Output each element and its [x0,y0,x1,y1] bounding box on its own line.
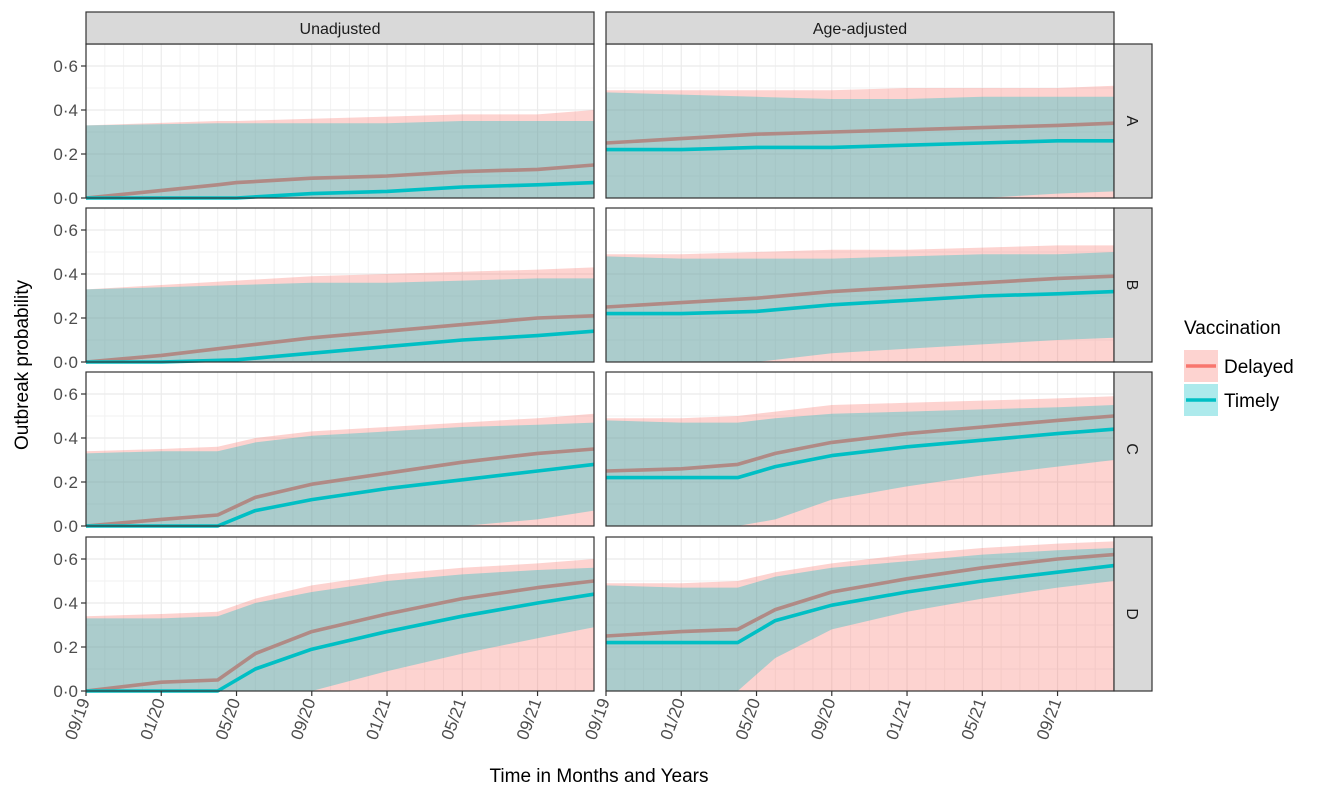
x-tick-label: 01/21 [882,696,914,742]
y-tick-label: 0·6 [53,385,78,404]
strip-age-adjusted [605,11,1115,45]
y-tick-label: 0·0 [53,353,78,372]
panel-unadjusted-c [85,371,595,528]
ribbon-timely [86,422,594,526]
x-tick-label: 05/20 [212,696,244,742]
x-axis-title: Time in Months and Years [490,766,709,786]
ribbon-timely [606,548,1114,691]
y-tick-label: 0·4 [53,265,78,284]
panel-background [86,537,594,691]
line-timely [606,289,1115,316]
panel-background [86,44,594,198]
ribbon-timely [606,405,1114,526]
line-timely [606,563,1115,645]
panel-border [85,207,595,363]
legend: Vaccination Delayed Timely [1184,318,1294,416]
panel-unadjusted-d [85,536,595,693]
line-delayed [85,579,595,693]
y-tick-label: 0·2 [53,638,78,657]
strip-row-d [1113,536,1153,692]
line-delayed [85,314,595,364]
x-tick-label: 05/20 [732,696,764,742]
y-tick-label: 0·2 [53,473,78,492]
ribbon-delayed [606,396,1114,526]
x-tick-label: 09/19 [61,696,93,742]
y-tick-label: 0·6 [53,57,78,76]
y-tick-label: 0·4 [53,594,78,613]
x-tick-label: 09/21 [1033,696,1065,742]
strip-label-row-b: B [1123,280,1140,291]
y-axis-title: Outbreak probability [12,279,33,450]
legend-label: Delayed [1224,357,1294,378]
x-tick-label: 01/20 [137,696,169,742]
legend-item-delayed: Delayed [1184,350,1294,382]
panel-unadjusted-a [85,43,595,200]
strip-unadjusted [85,11,595,45]
y-tick-label: 0·4 [53,429,78,448]
line-delayed [85,163,595,200]
x-tick-label: 09/21 [513,696,545,742]
panel-background [606,44,1114,198]
strip-row-a [1113,43,1153,199]
legend-title: Vaccination [1184,318,1281,339]
panel-background [606,208,1114,362]
strips-layer: Unadjusted Age-adjusted A B C D [85,11,1153,692]
ribbon-timely [86,121,594,198]
y-tick-label: 0·2 [53,145,78,164]
y-tick-label: 0·0 [53,682,78,701]
y-tick-label: 0·6 [53,550,78,569]
line-delayed [605,414,1115,473]
line-delayed [605,552,1115,638]
strip-label-unadjusted: Unadjusted [300,21,381,38]
panel-border [85,371,595,527]
strip-label-age-adjusted: Age-adjusted [813,21,907,38]
panel-age-adjusted-b [605,207,1115,363]
legend-label: Timely [1224,391,1280,412]
ribbon-delayed [606,85,1114,198]
strip-row-c [1113,371,1153,527]
line-delayed [605,121,1115,145]
x-tick-label: 01/21 [362,696,394,742]
x-tick-label: 01/20 [657,696,689,742]
panel-age-adjusted-c [605,371,1115,527]
ribbon-delayed [86,110,594,198]
strip-label-row-a: A [1123,116,1140,127]
x-tick-label: 09/20 [287,696,319,742]
strip-label-row-c: C [1123,443,1140,455]
y-tick-label: 0·0 [53,189,78,208]
y-tick-label: 0·2 [53,309,78,328]
x-tick-label: 05/21 [438,696,470,742]
line-timely [606,427,1115,480]
panel-border [85,536,595,692]
line-delayed [85,447,595,528]
panel-age-adjusted-d [605,536,1115,692]
panel-background [606,372,1114,526]
x-tick-label: 05/21 [958,696,990,742]
strip-label-row-d: D [1123,608,1140,620]
ribbon-delayed [86,413,594,526]
legend-item-timely: Timely [1184,384,1280,416]
y-tick-label: 0·0 [53,517,78,536]
y-tick-label: 0·6 [53,221,78,240]
panel-background [86,372,594,526]
strip-row-b [1113,207,1153,363]
x-tick-label: 09/20 [807,696,839,742]
panel-age-adjusted-a [605,43,1115,199]
ribbon-timely [606,252,1114,362]
line-timely [606,139,1114,152]
panels-layer [85,43,1115,693]
y-tick-label: 0·4 [53,101,78,120]
panel-unadjusted-b [85,207,595,364]
line-delayed [605,274,1115,309]
x-tick-label: 09/19 [581,696,613,742]
